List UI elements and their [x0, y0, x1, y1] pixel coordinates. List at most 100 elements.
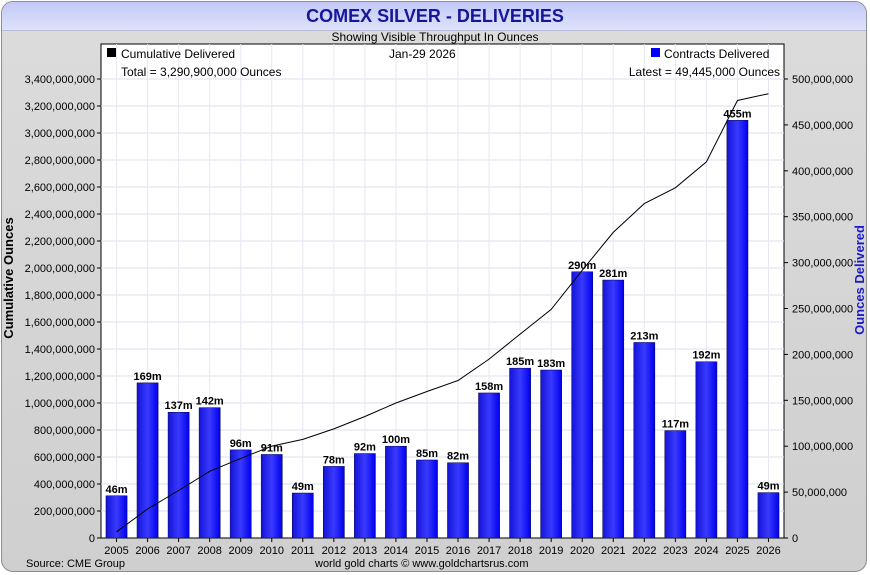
right-tick-label: 350,000,000 [792, 212, 853, 224]
bar-2008 [198, 407, 221, 539]
bar-label-2009: 96m [230, 438, 252, 450]
bar-2015 [416, 459, 438, 539]
x-tick-label: 2014 [384, 545, 408, 557]
left-tick-label: 2,600,000,000 [25, 182, 95, 194]
left-tick-label: 0 [89, 533, 95, 545]
left-tick-label: 2,400,000,000 [25, 209, 95, 221]
bar-series [105, 120, 780, 539]
right-tick-label: 450,000,000 [792, 120, 853, 132]
bar-label-2026: 49m [757, 481, 779, 493]
bar-label-2023: 117m [662, 419, 690, 431]
bar-2018 [509, 367, 531, 539]
bar-label-2008: 142m [196, 396, 224, 408]
x-tick-label: 2009 [228, 545, 252, 557]
x-tick-label: 2017 [477, 545, 501, 557]
right-tick-label: 200,000,000 [792, 349, 853, 361]
bar-label-2005: 46m [106, 484, 128, 496]
x-tick-label: 2018 [508, 545, 532, 557]
bar-label-2024: 192m [692, 350, 720, 362]
bar-2009 [229, 449, 252, 539]
left-tick-label: 3,200,000,000 [25, 101, 95, 113]
bar-label-2021: 281m [599, 268, 627, 280]
line-series [116, 93, 769, 533]
left-tick-label: 1,200,000,000 [25, 371, 95, 383]
right-tick-label: 250,000,000 [792, 304, 853, 316]
bar-2026 [757, 492, 780, 539]
legend-left-label: Cumulative Delivered [121, 47, 235, 61]
bar-label-2019: 183m [537, 358, 565, 370]
credit-label: world gold charts © www.goldchartsrus.co… [315, 558, 529, 570]
bar-2019 [540, 369, 562, 539]
x-tick-label: 2015 [415, 545, 439, 557]
legend-right-label: Contracts Delivered [664, 47, 769, 61]
bar-label-2025: 455m [723, 108, 751, 120]
bar-label-2022: 213m [630, 330, 658, 342]
bar-label-2013: 92m [354, 442, 376, 454]
x-tick-label: 2021 [601, 545, 625, 557]
bar-label-2016: 82m [447, 451, 469, 463]
left-tick-label: 1,000,000,000 [25, 398, 95, 410]
bar-label-2020: 290m [568, 260, 596, 272]
chart-subtitle: Showing Visible Throughput In Ounces [331, 30, 539, 44]
bar-2012 [323, 466, 345, 539]
x-tick-label: 2010 [260, 545, 284, 557]
x-tick-label: 2012 [322, 545, 346, 557]
left-tick-label: 200,000,000 [34, 506, 95, 518]
x-tick-label: 2019 [539, 545, 563, 557]
bar-2016 [447, 462, 469, 539]
title-band [2, 2, 866, 31]
axes: 0 200,000,000 400,000,000 600,000,000 800,00… [25, 74, 854, 557]
bar-label-2018: 185m [506, 356, 534, 368]
left-axis-title: Cumulative Ounces [1, 217, 16, 338]
legend-left-summary: Total = 3,290,900,000 Ounces [121, 65, 281, 79]
source-label: Source: CME Group [26, 558, 126, 570]
bar-label-2017: 158m [475, 381, 503, 393]
bar-2025 [726, 120, 749, 539]
bar-label-2015: 85m [416, 448, 438, 460]
bar-2017 [478, 392, 500, 539]
left-tick-label: 1,400,000,000 [25, 344, 95, 356]
right-tick-label: 300,000,000 [792, 258, 853, 270]
legend-right-swatch [651, 48, 660, 57]
left-tick-label: 2,200,000,000 [25, 236, 95, 248]
x-tick-label: 2026 [756, 545, 780, 557]
left-tick-label: 3,000,000,000 [25, 128, 95, 140]
x-tick-label: 2020 [570, 545, 594, 557]
bar-2022 [633, 342, 656, 539]
x-tick-label: 2013 [353, 545, 377, 557]
bar-label-2006: 169m [133, 371, 161, 383]
chart-date: Jan-29 2026 [389, 47, 456, 61]
bar-2020 [571, 271, 594, 539]
bar-label-2014: 100m [382, 434, 410, 446]
left-tick-label: 1,800,000,000 [25, 290, 95, 302]
bar-label-2007: 137m [165, 400, 193, 412]
right-tick-label: 400,000,000 [792, 166, 853, 178]
x-tick-label: 2011 [291, 545, 315, 557]
right-tick-label: 50,000,000 [792, 487, 847, 499]
bar-2011 [291, 492, 314, 539]
x-tick-label: 2005 [104, 545, 128, 557]
bar-2023 [664, 430, 687, 539]
x-tick-label: 2016 [446, 545, 470, 557]
legend-left-swatch [107, 48, 116, 57]
x-tick-label: 2006 [135, 545, 159, 557]
bar-label-2011: 49m [292, 481, 314, 493]
right-axis-title: Ounces Delivered [852, 225, 867, 335]
chart-title: COMEX SILVER - DELIVERIES [306, 6, 564, 26]
bar-2024 [695, 361, 718, 539]
bar-2014 [385, 445, 407, 539]
left-tick-label: 2,000,000,000 [25, 263, 95, 275]
left-tick-label: 400,000,000 [34, 479, 95, 491]
x-tick-label: 2022 [632, 545, 656, 557]
x-tick-label: 2023 [663, 545, 687, 557]
left-tick-label: 800,000,000 [34, 425, 95, 437]
right-tick-label: 0 [792, 533, 798, 545]
x-tick-label: 2007 [166, 545, 190, 557]
x-tick-label: 2025 [725, 545, 749, 557]
x-tick-label: 2008 [197, 545, 221, 557]
left-tick-label: 2,800,000,000 [25, 155, 95, 167]
bar-2010 [260, 454, 283, 539]
bar-2007 [167, 411, 190, 539]
right-tick-label: 150,000,000 [792, 395, 853, 407]
